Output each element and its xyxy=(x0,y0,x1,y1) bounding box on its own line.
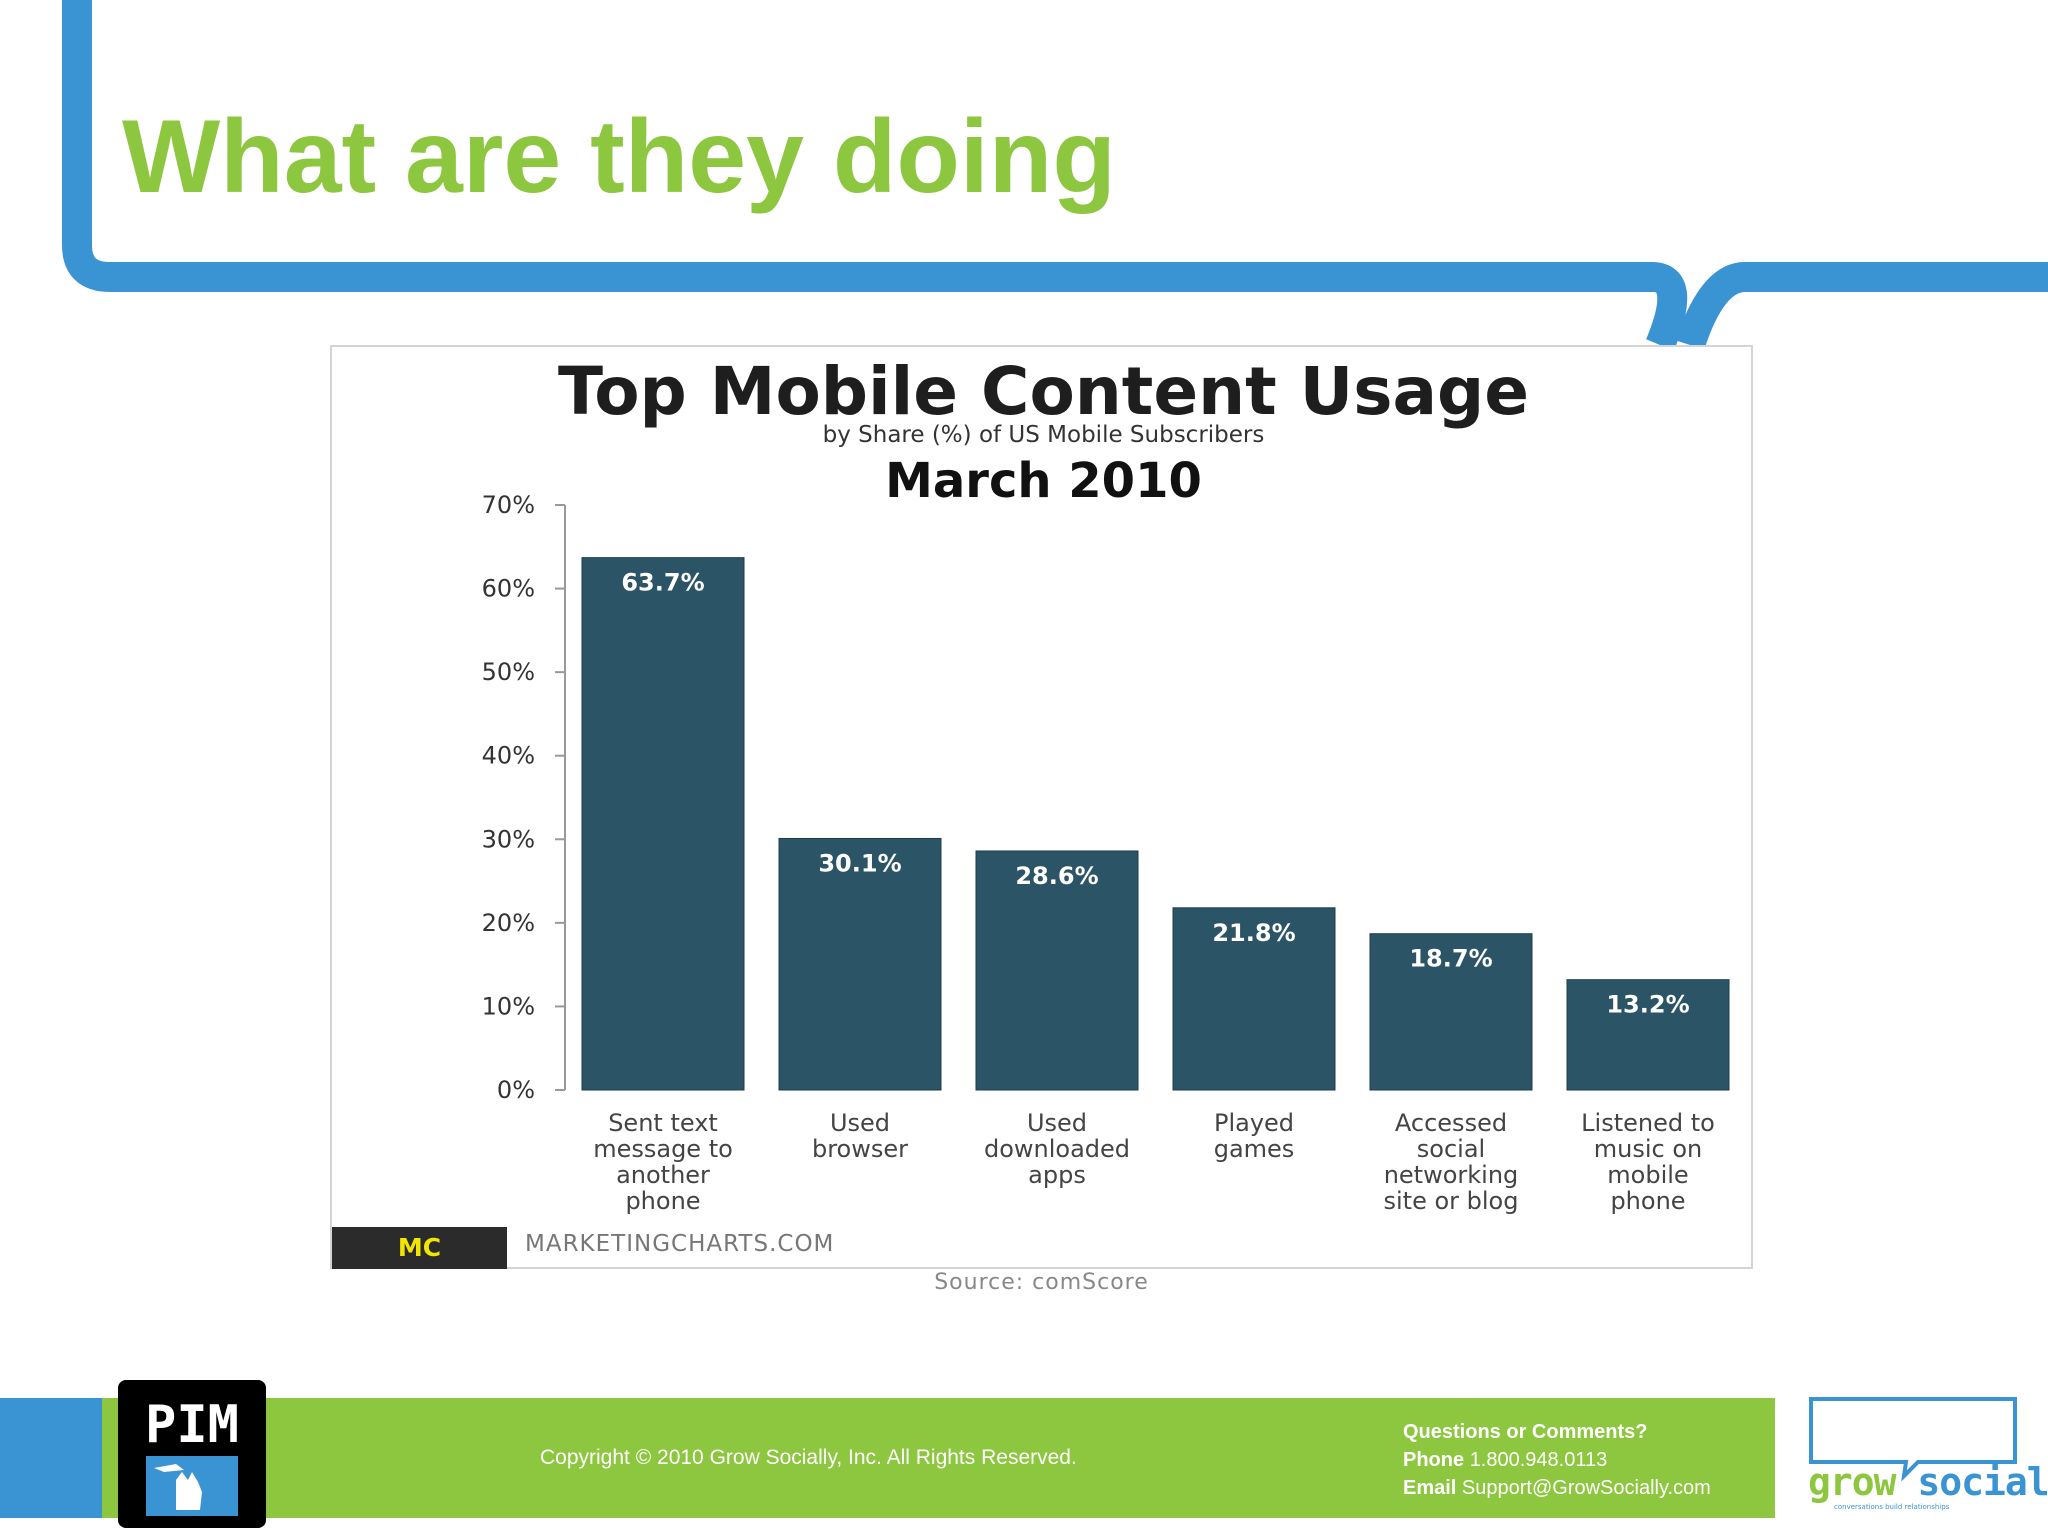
pim-logo-text: PIM xyxy=(145,1395,239,1455)
email-label: Email xyxy=(1403,1477,1457,1499)
bar-value-label: 28.6% xyxy=(1015,862,1098,890)
pim-logo-icon: PIM xyxy=(145,1395,239,1516)
y-tick-label: 60% xyxy=(482,575,535,603)
x-category-label: Listened to xyxy=(1581,1109,1715,1137)
pim-logo: PIM xyxy=(118,1380,266,1528)
x-category-label: downloaded xyxy=(984,1135,1130,1163)
chart-source: Source: comScore xyxy=(934,1270,1149,1295)
chart-subtitle: by Share (%) of US Mobile Subscribers xyxy=(822,422,1265,448)
bar xyxy=(778,837,942,1091)
y-tick-label: 40% xyxy=(482,742,535,770)
bar-value-label: 21.8% xyxy=(1212,919,1295,947)
x-category-label: phone xyxy=(625,1187,700,1215)
marketingcharts-logo: MC xyxy=(332,1227,507,1269)
phone-number[interactable]: 1.800.948.0113 xyxy=(1469,1449,1608,1471)
y-tick-label: 10% xyxy=(482,992,535,1020)
y-tick-label: 30% xyxy=(482,825,535,853)
copyright-text: Copyright © 2010 Grow Socially, Inc. All… xyxy=(540,1446,1077,1469)
chart-panel: 0% 10% 20% 30% 40% 50% 60% 70% 63.7% Sent text mes… xyxy=(330,345,1753,1269)
x-category-label: Accessed xyxy=(1395,1109,1507,1137)
x-category-label: Sent text xyxy=(608,1109,718,1137)
bar xyxy=(1172,907,1336,1091)
bar xyxy=(1369,933,1533,1091)
grow-socially-wordmark: grow socially xyxy=(1808,1460,2048,1504)
grow-socially-logo xyxy=(1809,1397,2017,1482)
chart-period: March 2010 xyxy=(885,453,1202,509)
y-tick-label: 50% xyxy=(482,658,535,686)
x-category-label: browser xyxy=(812,1135,908,1163)
questions-heading: Questions or Comments? xyxy=(1403,1421,1648,1443)
socially-word: socially xyxy=(1917,1460,2048,1504)
x-category-label: networking xyxy=(1384,1161,1519,1189)
bar-value-label: 30.1% xyxy=(818,849,901,877)
bar xyxy=(975,850,1139,1091)
footer-blue-block xyxy=(0,1398,102,1518)
x-category-label: another xyxy=(616,1161,710,1189)
grow-word: grow xyxy=(1808,1460,1897,1504)
grow-tagline: conversations build relationships xyxy=(1834,1503,1950,1511)
bar xyxy=(1566,979,1730,1091)
marketingcharts-site: MARKETINGCHARTS.COM xyxy=(525,1231,835,1257)
x-category-label: Played xyxy=(1214,1109,1294,1137)
phone-label: Phone xyxy=(1403,1449,1465,1471)
email-address[interactable]: Support@GrowSocially.com xyxy=(1461,1477,1711,1499)
bar-value-label: 18.7% xyxy=(1409,945,1492,973)
y-tick-label: 20% xyxy=(482,909,535,937)
bar xyxy=(581,557,745,1091)
x-category-label: phone xyxy=(1610,1187,1685,1215)
footer-bar xyxy=(0,1398,1775,1518)
bar-value-label: 13.2% xyxy=(1606,991,1689,1019)
bar-chart: 0% 10% 20% 30% 40% 50% 60% 70% 63.7% Sent textmes… xyxy=(482,491,1730,1215)
x-category-label: games xyxy=(1214,1135,1295,1163)
x-category-label: social xyxy=(1417,1135,1485,1163)
chart-title: Top Mobile Content Usage xyxy=(557,353,1530,430)
x-category-label: Used xyxy=(830,1109,890,1137)
x-category-label: Used xyxy=(1027,1109,1087,1137)
contact-block: Questions or Comments? Phone 1.800.948.0… xyxy=(1403,1418,1711,1502)
y-tick-label: 0% xyxy=(497,1076,535,1104)
slide-title: What are they doing xyxy=(122,99,1116,215)
x-category-label: music on xyxy=(1594,1135,1702,1163)
y-tick-label: 70% xyxy=(482,491,535,519)
x-category-label: site or blog xyxy=(1384,1187,1519,1215)
x-category-label: apps xyxy=(1028,1161,1086,1189)
x-category-label: mobile xyxy=(1607,1161,1688,1189)
bar-value-label: 63.7% xyxy=(621,569,704,597)
x-category-label: message to xyxy=(593,1135,733,1163)
